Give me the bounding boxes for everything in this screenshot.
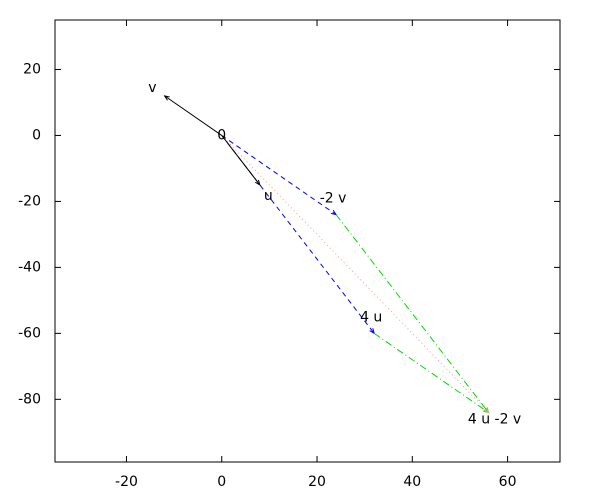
y-tick-label: 20 xyxy=(23,61,41,77)
x-tick-label: 40 xyxy=(403,474,421,490)
x-tick-label: -20 xyxy=(115,474,138,490)
vector xyxy=(221,135,374,333)
x-tick-label: 0 xyxy=(217,474,226,490)
vector xyxy=(335,214,488,413)
x-tick-label: 20 xyxy=(308,474,326,490)
y-tick-label: -20 xyxy=(18,193,41,209)
y-tick-label: -80 xyxy=(18,391,41,407)
point-label: v xyxy=(148,80,156,96)
vector xyxy=(373,332,488,412)
y-tick-label: -40 xyxy=(18,259,41,275)
x-tick-label: 60 xyxy=(499,474,517,490)
point-label: -2 v xyxy=(320,191,347,207)
y-tick-label: 0 xyxy=(32,127,41,143)
point-label: 0 xyxy=(217,127,226,143)
plot-border xyxy=(54,19,561,463)
point-label: 4 u -2 v xyxy=(468,412,521,428)
y-tick-label: -60 xyxy=(18,325,41,341)
vector xyxy=(165,96,223,136)
point-label: 4 u xyxy=(360,309,382,325)
point-label: u xyxy=(264,188,273,204)
vector xyxy=(221,135,260,184)
vector xyxy=(221,135,489,412)
